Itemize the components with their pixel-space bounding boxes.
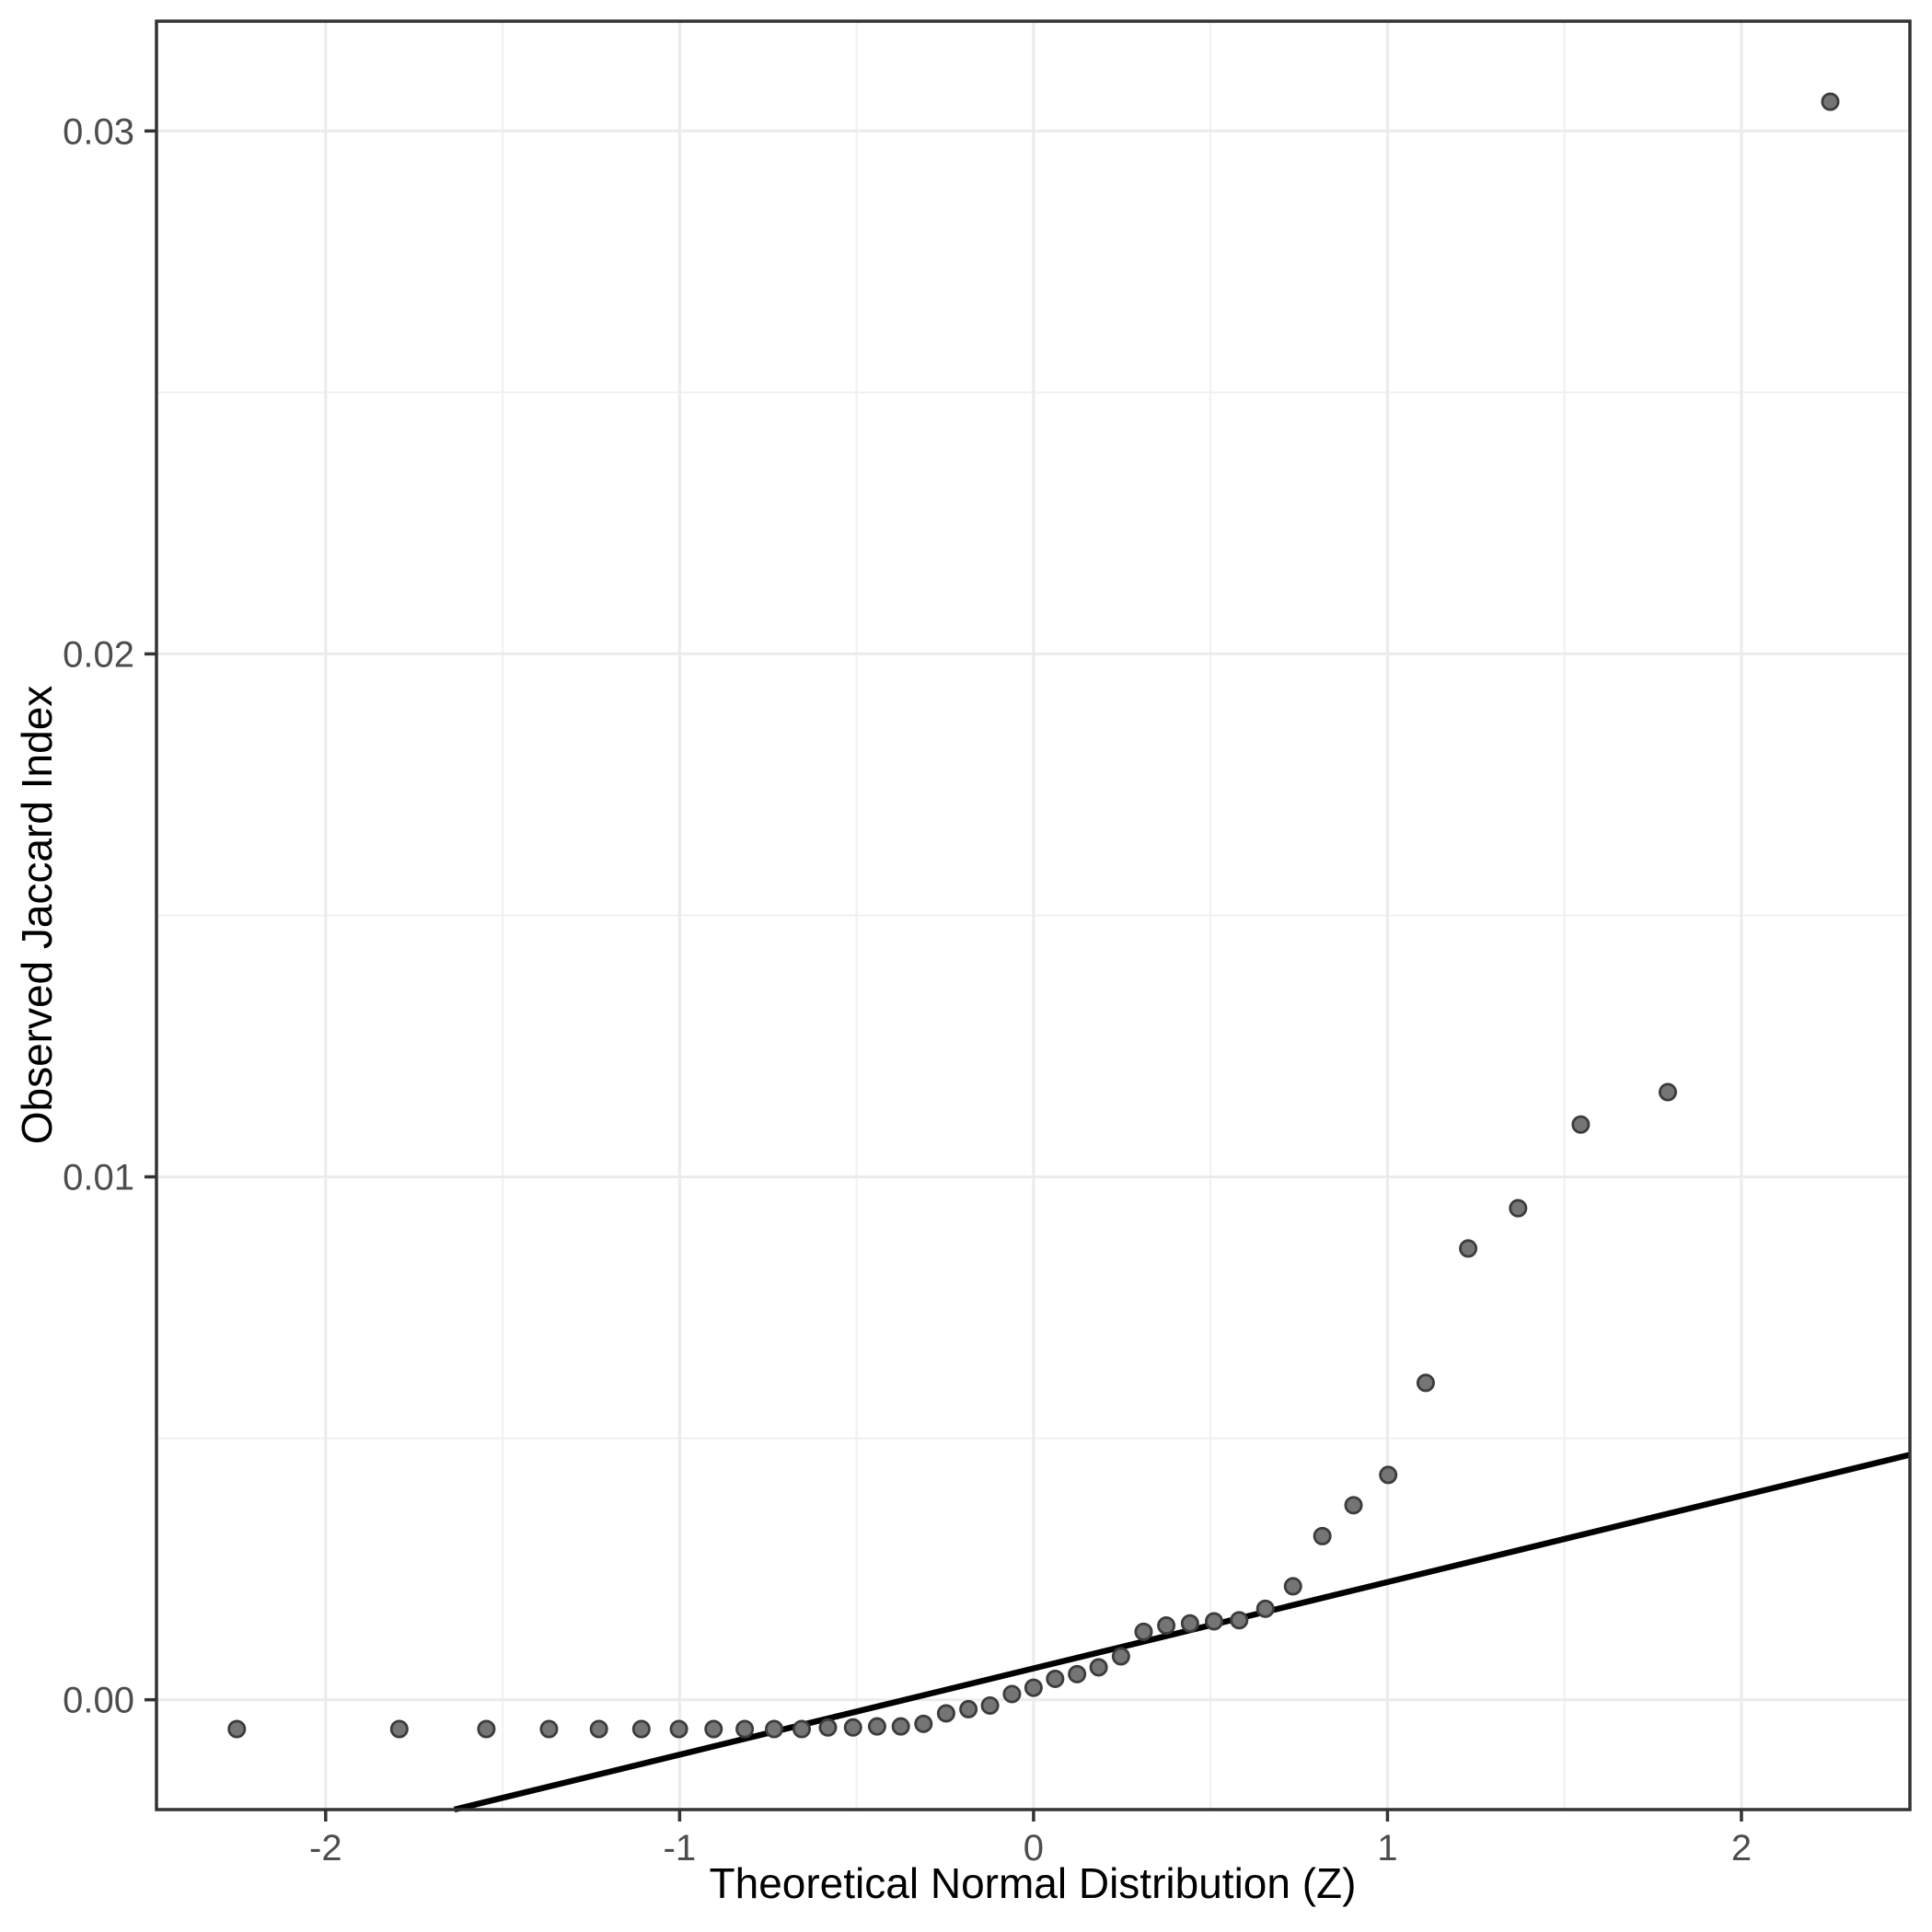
data-point	[914, 1714, 933, 1733]
data-point	[1571, 1115, 1591, 1134]
data-point	[539, 1719, 559, 1739]
x-tick-label: 1	[1377, 1828, 1397, 1868]
data-point	[1313, 1526, 1332, 1545]
data-point	[1204, 1612, 1223, 1631]
data-point	[1416, 1373, 1435, 1393]
data-point	[669, 1719, 688, 1739]
data-point	[631, 1719, 651, 1739]
data-point	[1344, 1496, 1363, 1515]
x-tick-label: -2	[309, 1828, 342, 1868]
gridline-layer	[156, 21, 1910, 1810]
data-layer	[227, 92, 1911, 1813]
y-tick-label: 0.01	[63, 1158, 134, 1198]
data-point	[936, 1704, 955, 1723]
data-point	[980, 1695, 1000, 1715]
y-tick-label: 0.03	[63, 111, 134, 152]
data-point	[1821, 92, 1840, 111]
data-point	[1658, 1082, 1677, 1102]
data-point	[818, 1718, 838, 1737]
x-tick-label: 0	[1024, 1828, 1044, 1868]
data-point	[589, 1719, 608, 1739]
qq-reference-line	[453, 1452, 1911, 1813]
data-point	[1002, 1684, 1022, 1704]
data-point	[1459, 1239, 1478, 1258]
data-point	[1255, 1599, 1275, 1618]
data-point	[389, 1719, 409, 1739]
data-point	[1157, 1616, 1176, 1636]
data-point	[1180, 1614, 1199, 1633]
y-tick-label: 0.00	[63, 1681, 134, 1721]
y-axis-title: Observed Jaccard Index	[13, 686, 61, 1145]
data-point	[1283, 1577, 1302, 1596]
data-point	[735, 1719, 755, 1739]
data-point	[867, 1717, 886, 1736]
data-point	[1134, 1622, 1153, 1641]
data-point	[959, 1699, 978, 1718]
data-point	[227, 1719, 247, 1739]
y-tick-label: 0.02	[63, 634, 134, 675]
data-point	[1509, 1198, 1528, 1218]
data-point	[1379, 1465, 1398, 1485]
data-point	[1068, 1664, 1087, 1683]
data-point	[792, 1719, 812, 1739]
x-axis-title: Theoretical Normal Distribution (Z)	[710, 1859, 1357, 1907]
x-tick-label: -1	[664, 1828, 697, 1868]
data-point	[704, 1719, 723, 1739]
data-point	[1089, 1658, 1108, 1677]
data-point	[891, 1717, 910, 1736]
data-point	[765, 1719, 784, 1739]
data-point	[1046, 1669, 1065, 1688]
data-point	[843, 1718, 862, 1737]
x-tick-label: 2	[1731, 1828, 1752, 1868]
data-point	[1024, 1678, 1043, 1697]
data-point	[477, 1719, 496, 1739]
data-point	[1230, 1611, 1249, 1630]
axis-tick-layer: -2 -1 0 1 2 0.00 0.01 0.02 0.03	[63, 111, 1752, 1868]
data-point	[1111, 1647, 1130, 1666]
